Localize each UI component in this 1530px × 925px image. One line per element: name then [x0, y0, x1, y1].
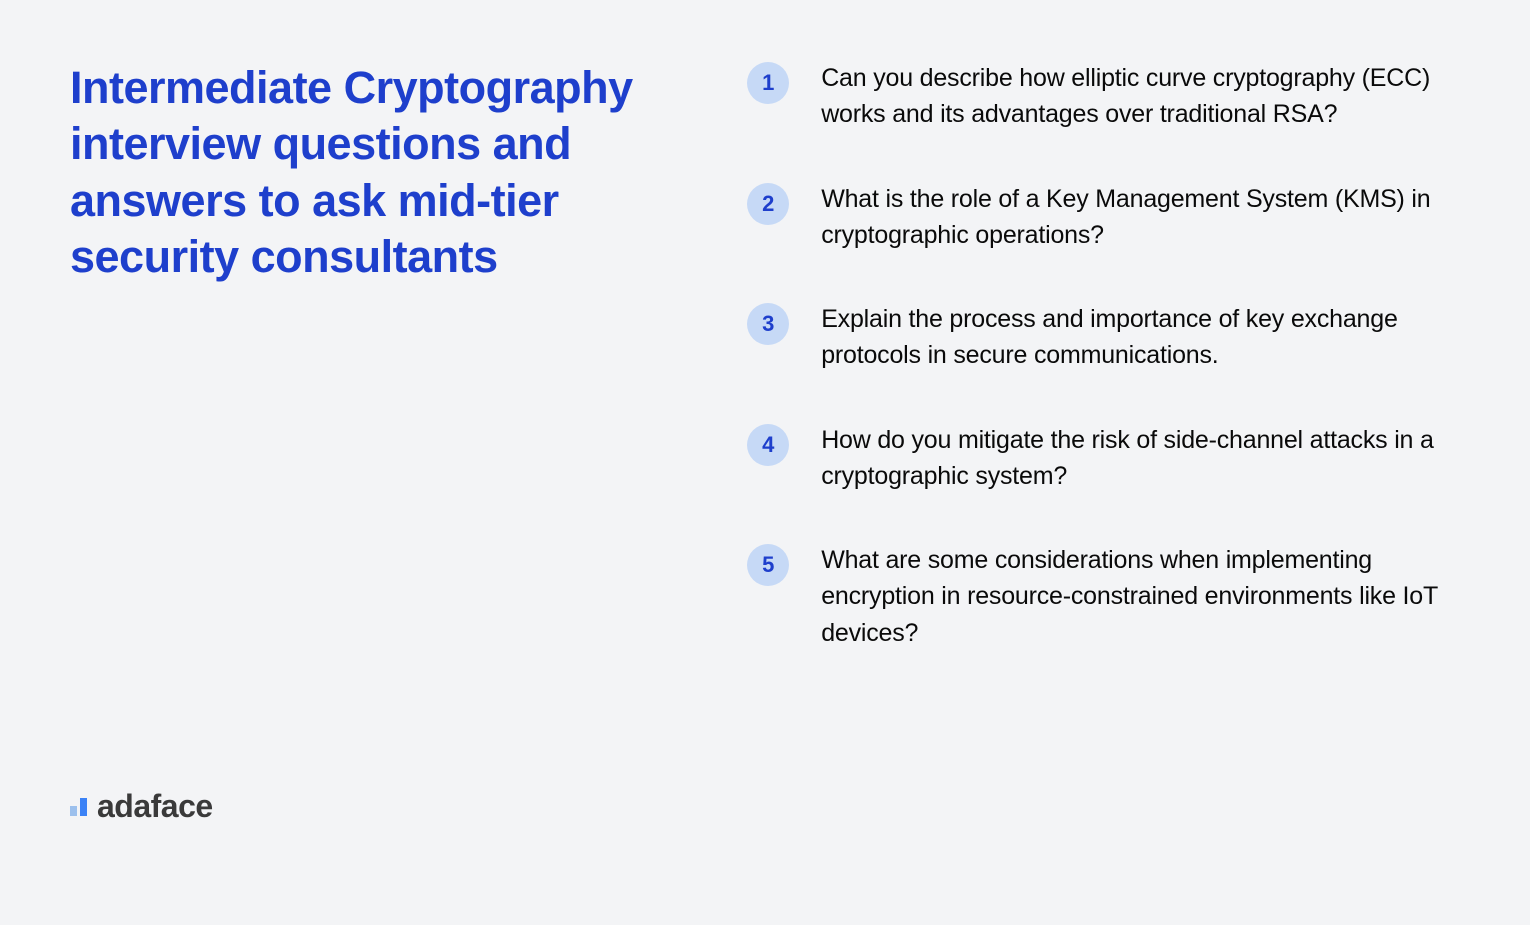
question-item: 1 Can you describe how elliptic curve cr… — [747, 60, 1460, 133]
question-number-badge: 3 — [747, 303, 789, 345]
logo-bar-large — [80, 798, 87, 816]
question-number-badge: 5 — [747, 544, 789, 586]
question-item: 2 What is the role of a Key Management S… — [747, 181, 1460, 254]
left-column: Intermediate Cryptography interview ques… — [70, 60, 737, 865]
question-text: How do you mitigate the risk of side-cha… — [821, 422, 1460, 495]
question-text: What is the role of a Key Management Sys… — [821, 181, 1460, 254]
question-list: 1 Can you describe how elliptic curve cr… — [737, 60, 1460, 865]
logo-bars-icon — [70, 798, 87, 816]
question-text: What are some considerations when implem… — [821, 542, 1460, 651]
question-item: 5 What are some considerations when impl… — [747, 542, 1460, 651]
question-text: Can you describe how elliptic curve cryp… — [821, 60, 1460, 133]
question-text: Explain the process and importance of ke… — [821, 301, 1460, 374]
logo-bar-small — [70, 806, 77, 816]
question-number-badge: 4 — [747, 424, 789, 466]
brand-logo: adaface — [70, 788, 213, 825]
page-title: Intermediate Cryptography interview ques… — [70, 60, 697, 285]
question-number-badge: 2 — [747, 183, 789, 225]
question-item: 4 How do you mitigate the risk of side-c… — [747, 422, 1460, 495]
question-number-badge: 1 — [747, 62, 789, 104]
logo-text: adaface — [97, 788, 213, 825]
question-item: 3 Explain the process and importance of … — [747, 301, 1460, 374]
